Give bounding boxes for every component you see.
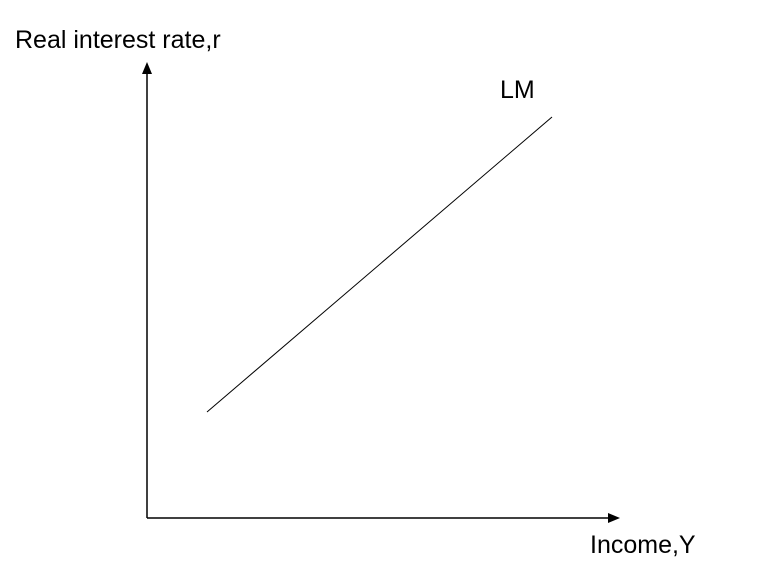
y-axis-arrowhead	[142, 62, 152, 74]
x-axis-label: Income,Y	[590, 531, 696, 559]
lm-curve	[206, 116, 553, 413]
lm-curve-label: LM	[500, 76, 535, 104]
y-axis-label: Real interest rate,r	[15, 26, 221, 54]
x-axis-arrowhead	[608, 513, 620, 523]
